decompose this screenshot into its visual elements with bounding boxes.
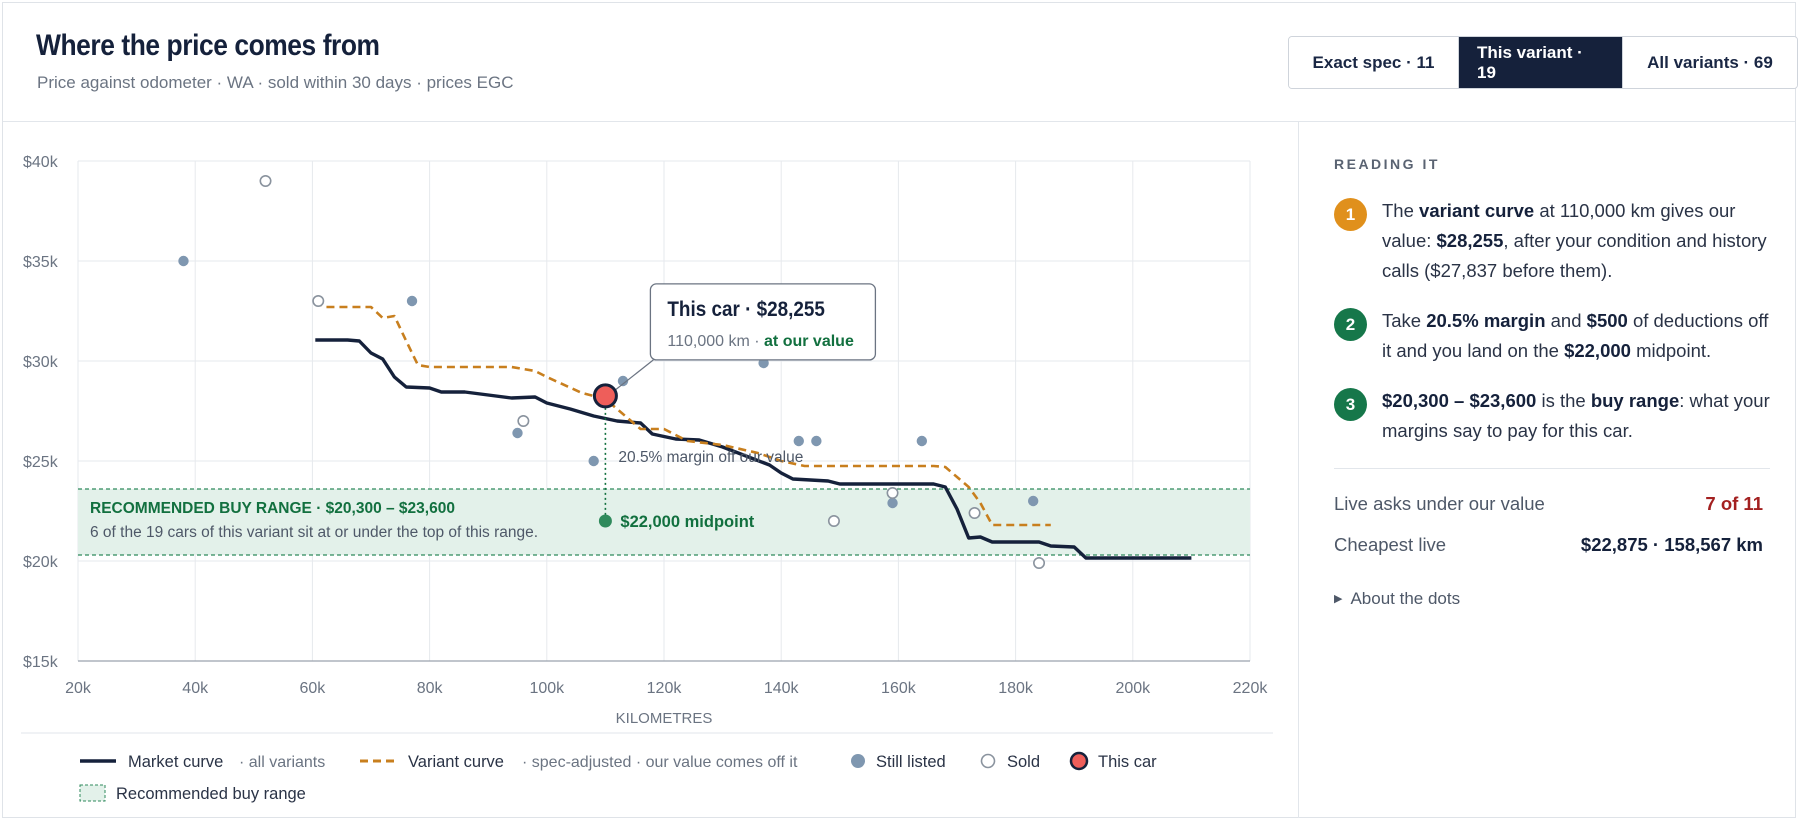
- this-car-swatch: [1069, 751, 1089, 771]
- x-tick-label: 180k: [998, 680, 1034, 697]
- this-car-marker: [592, 383, 618, 409]
- about-dots-label: About the dots: [1350, 589, 1461, 608]
- legend-listed-label: Still listed: [876, 753, 946, 771]
- disclosure-triangle-icon: ▶: [1334, 593, 1343, 605]
- page-title: Where the price comes from: [36, 29, 380, 62]
- y-tick-label: $40k: [23, 154, 59, 171]
- header: Where the price comes from Price against…: [3, 3, 1798, 122]
- y-tick-label: $35k: [23, 254, 59, 271]
- reading-heading: READING IT: [1334, 156, 1440, 172]
- sold-point: [259, 174, 272, 187]
- chart-area: 20k 40k 60k 80k 100k 120k 140k 160k 180k 200k 220k…: [3, 121, 1298, 819]
- about-dots-toggle[interactable]: ▶ About the dots: [1334, 589, 1460, 609]
- still-listed-point: [617, 375, 629, 387]
- sold-swatch: [980, 753, 996, 769]
- callout-title: This car · $28,255: [667, 298, 825, 321]
- buy-range-note: 6 of the 19 cars of this variant sit at …: [90, 524, 538, 541]
- divider: [1334, 468, 1770, 469]
- sold-point: [827, 514, 840, 527]
- callout-box: [649, 283, 877, 361]
- buy-range-label: RECOMMENDED BUY RANGE · $20,300 – $23,60…: [90, 500, 455, 517]
- live-asks-value: 7 of 11: [1705, 493, 1763, 514]
- market-curve-line: [315, 338, 1192, 560]
- legend-market-label: Market curve: [128, 753, 223, 771]
- still-listed-point: [178, 255, 189, 267]
- sold-point: [517, 414, 530, 427]
- still-listed-swatch: [851, 754, 865, 768]
- x-tick-label: 140k: [764, 680, 800, 697]
- sold-point: [1033, 556, 1046, 569]
- y-tick-label: $30k: [23, 354, 59, 371]
- x-tick-label: 120k: [647, 680, 683, 697]
- cheapest-live-label: Cheapest live: [1334, 534, 1447, 555]
- price-odometer-chart: 20k 40k 60k 80k 100k 120k 140k 160k 180k 200k 220k…: [21, 154, 1273, 803]
- still-listed-point: [811, 435, 822, 447]
- x-tick-label: 100k: [529, 680, 565, 697]
- reading-panel: READING IT 1 The variant curve at 110,00…: [1298, 121, 1795, 818]
- midpoint-label: $22,000 midpoint: [620, 513, 754, 531]
- midpoint-marker: [598, 514, 612, 528]
- step-text-2: Take 20.5% margin and $500 of deductions…: [1382, 310, 1769, 361]
- y-tick-label: $20k: [23, 554, 59, 571]
- still-listed-point: [512, 427, 523, 439]
- step-number-3: 3: [1334, 388, 1367, 421]
- sold-point: [968, 506, 981, 519]
- buy-range-band: [78, 489, 1250, 555]
- step-number-1: 1: [1334, 198, 1367, 231]
- x-tick-label: 20k: [65, 680, 92, 697]
- legend-market-note: · all variants: [239, 754, 325, 771]
- callout-subtitle: 110,000 km · at our value: [667, 333, 854, 350]
- this-variant-button[interactable]: This variant · 19: [1458, 37, 1622, 88]
- sold-point: [886, 486, 899, 499]
- x-tick-label: 160k: [881, 680, 917, 697]
- still-listed-point: [887, 497, 898, 509]
- step-number-2: 2: [1334, 308, 1367, 341]
- x-tick-label: 200k: [1115, 680, 1151, 697]
- page-subtitle: Price against odometer · WA · sold withi…: [37, 73, 514, 92]
- sold-point: [312, 295, 325, 308]
- legend-variant-note: · spec-adjusted · our value comes off it: [522, 754, 798, 771]
- x-tick-label: 80k: [417, 680, 444, 697]
- x-tick-label: 220k: [1233, 680, 1269, 697]
- legend-band-label: Recommended buy range: [116, 785, 306, 803]
- still-listed-point: [406, 295, 418, 307]
- buy-range-swatch: [79, 784, 106, 802]
- still-listed-point: [916, 435, 928, 447]
- step-text-1: The variant curve at 110,000 km gives ou…: [1382, 200, 1767, 281]
- exact-spec-button[interactable]: Exact spec · 11: [1289, 37, 1458, 88]
- margin-note: 20.5% margin off our value: [618, 449, 803, 466]
- variant-scope-toggle: Exact spec · 11 This variant · 19 All va…: [1288, 36, 1798, 89]
- legend-sold-label: Sold: [1007, 753, 1040, 771]
- x-tick-label: 40k: [182, 680, 209, 697]
- live-asks-label: Live asks under our value: [1334, 493, 1545, 514]
- still-listed-point: [588, 455, 599, 467]
- y-tick-label: $25k: [23, 454, 59, 471]
- callout-leader: [615, 359, 654, 391]
- cheapest-live-value: $22,875 · 158,567 km: [1580, 534, 1763, 555]
- x-tick-label: 60k: [300, 680, 327, 697]
- still-listed-point: [1027, 495, 1039, 507]
- y-tick-label: $15k: [23, 654, 59, 671]
- all-variants-button[interactable]: All variants · 69: [1622, 37, 1797, 88]
- x-axis-title: KILOMETRES: [616, 710, 713, 727]
- still-listed-point: [793, 435, 804, 447]
- legend-thiscar-label: This car: [1098, 753, 1157, 771]
- step-text-3: $20,300 – $23,600 is the buy range: what…: [1382, 390, 1770, 441]
- legend-variant-label: Variant curve: [408, 753, 504, 771]
